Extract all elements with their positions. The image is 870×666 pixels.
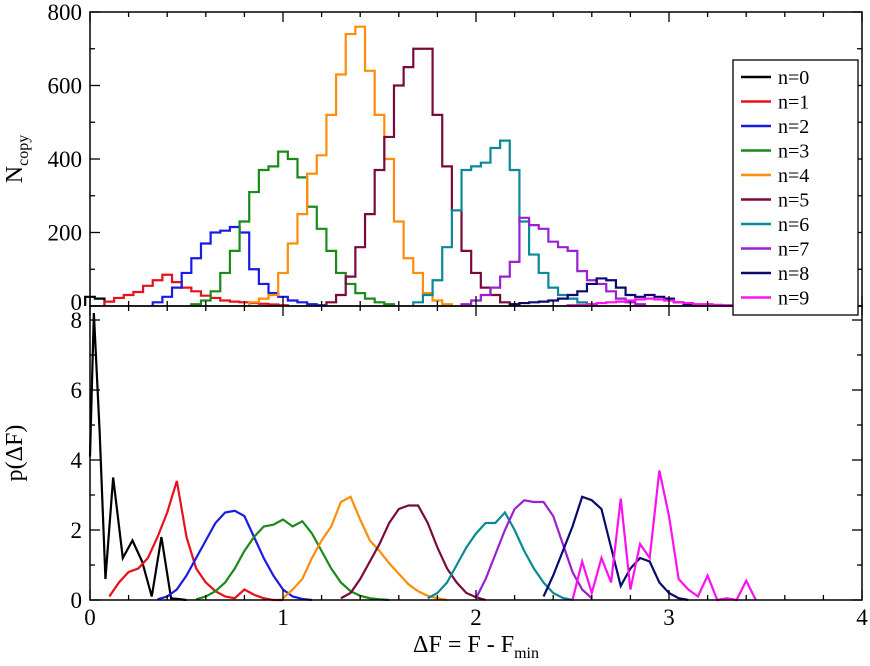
- legend-label: n=0: [778, 67, 809, 89]
- ytick-label-panel2: 8: [71, 308, 83, 333]
- series-n9-panel2: [571, 470, 757, 602]
- series-n1-panel2: [108, 480, 283, 602]
- series-n1-panel1: [103, 273, 289, 307]
- ytick-label-panel1: 200: [48, 221, 83, 246]
- ytick-label-panel2: 0: [71, 588, 83, 613]
- legend-label: n=1: [778, 92, 809, 114]
- legend-label: n=3: [778, 141, 809, 163]
- ytick-label-panel2: 4: [71, 448, 83, 473]
- series-n2-panel2: [157, 509, 313, 602]
- series-n0-panel2: [88, 312, 187, 602]
- legend-label: n=2: [778, 116, 809, 138]
- series-n9-panel1: [566, 297, 762, 307]
- ytick-label-panel2: 2: [71, 518, 83, 543]
- ylabel-panel2: p(ΔF): [2, 425, 28, 482]
- series-n4-panel2: [282, 495, 448, 602]
- ytick-label-panel1: 600: [48, 74, 83, 99]
- series-n5-panel2: [340, 504, 486, 602]
- series-n3-panel1: [190, 150, 396, 306]
- legend-label: n=5: [778, 190, 809, 212]
- ytick-label-panel2: 6: [71, 378, 83, 403]
- ytick-label-panel1: 400: [48, 147, 83, 172]
- legend-label: n=4: [778, 165, 809, 187]
- xtick-label: 3: [663, 605, 675, 630]
- series-n3-panel2: [195, 518, 390, 602]
- ytick-label-panel1: 0: [71, 290, 83, 315]
- legend: n=0 n=1n=2 n=3n=4 n=5n=6 n=7n=8 n=9: [732, 59, 859, 316]
- legend-label: n=6: [778, 214, 809, 236]
- series-layer: [84, 25, 762, 602]
- legend-label: n=8: [778, 263, 809, 285]
- series-n8-panel1: [508, 277, 704, 306]
- legend-label: n=7: [778, 239, 809, 261]
- xtick-label: 2: [470, 605, 482, 630]
- ytick-label-panel1: 800: [48, 0, 83, 25]
- xtick-label: 0: [84, 605, 96, 630]
- series-n8-panel2: [542, 495, 689, 602]
- legend-label: n=9: [778, 288, 809, 310]
- series-n7-panel1: [460, 216, 646, 306]
- xtick-label: 1: [277, 605, 289, 630]
- xtick-label: 4: [856, 605, 868, 630]
- series-n7-panel2: [475, 499, 593, 600]
- series-n4-panel1: [248, 25, 453, 306]
- series-n0-panel1: [84, 295, 106, 306]
